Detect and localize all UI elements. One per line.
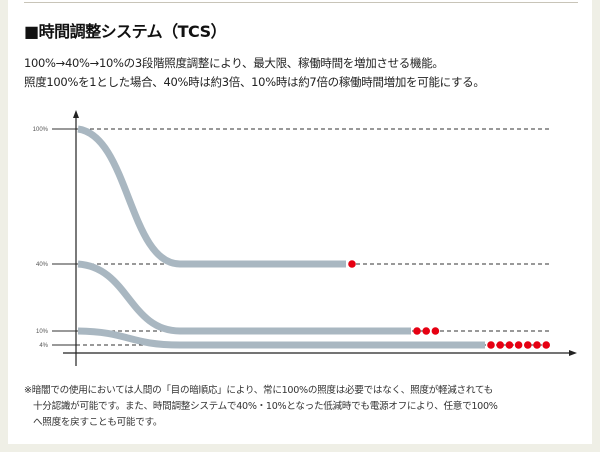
description: 100%→40%→10%の3段階照度調整により、最大限、稼働時間を増加させる機能… — [24, 54, 485, 92]
runtime-dot — [422, 327, 431, 335]
runtime-dot — [496, 341, 505, 349]
footnote-line: ※暗闇での使用においては人間の「目の暗順応」により、常に100%の照度は必要では… — [24, 385, 493, 396]
content-panel — [8, 0, 592, 444]
runtime-dot — [487, 341, 495, 349]
runtime-dot — [524, 341, 532, 349]
runtime-curve — [77, 125, 346, 268]
tick-label: 40% — [36, 262, 49, 268]
y-axis-arrow — [73, 110, 79, 118]
footnote-line: 十分認識が可能です。また、時間調整システムで40%・10%となった低減時でも電源… — [33, 401, 498, 412]
tick-label: 10% — [36, 329, 49, 335]
footnote: ※暗闇での使用においては人間の「目の暗順応」により、常に100%の照度は必要では… — [24, 383, 584, 431]
runtime-dot — [431, 327, 440, 335]
tick-label: 4% — [39, 343, 48, 349]
divider — [24, 2, 578, 3]
runtime-curve — [77, 327, 485, 349]
page-title: ■時間調整システム（TCS） — [24, 22, 227, 41]
footnote-line: へ照度を戻すことも可能です。 — [33, 417, 163, 428]
runtime-dot — [505, 341, 514, 349]
runtime-dot — [542, 341, 550, 349]
runtime-dot — [348, 260, 356, 268]
x-axis-arrow — [569, 350, 577, 356]
tick-label: 100% — [33, 127, 49, 133]
runtime-dot — [514, 341, 523, 349]
runtime-dot — [413, 327, 421, 335]
description-line: 照度100%を1とした場合、40%時は約3倍、10%時は約7倍の稼働時間増加を可… — [24, 75, 485, 89]
description-line: 100%→40%→10%の3段階照度調整により、最大限、稼働時間を増加させる機能… — [24, 56, 444, 70]
runtime-dot — [533, 341, 541, 349]
runtime-curve — [77, 260, 411, 335]
